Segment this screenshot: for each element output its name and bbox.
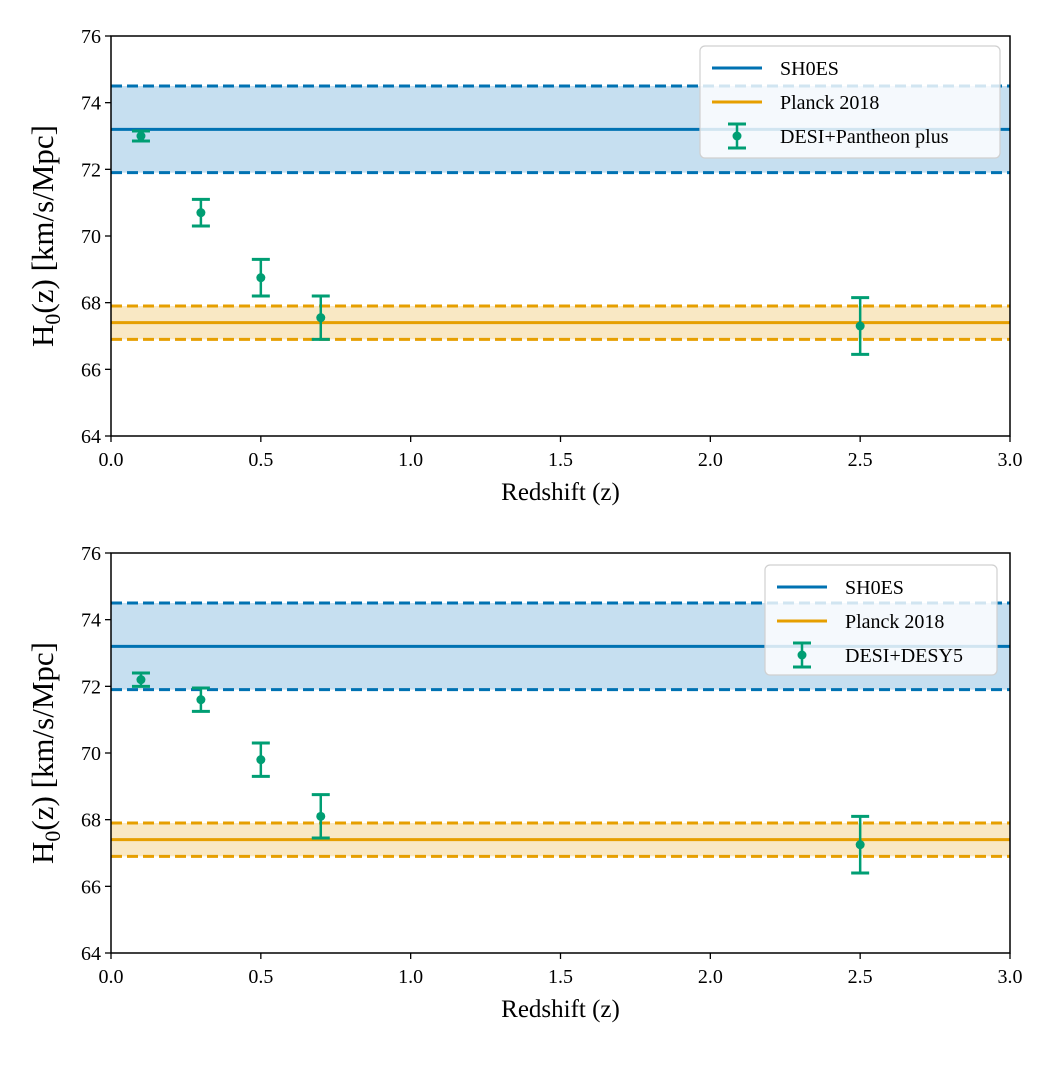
legend-frame <box>764 564 998 676</box>
legend-label: Planck 2018 <box>845 611 944 633</box>
data-point <box>311 294 330 341</box>
point-marker <box>316 313 326 323</box>
data-point <box>851 296 870 356</box>
x-axis-label: Redshift (z) <box>501 996 620 1023</box>
x-tick-label: 1.0 <box>398 966 423 988</box>
data-point <box>251 257 270 298</box>
legend-marker <box>797 650 807 660</box>
data-point <box>311 793 330 840</box>
point-marker <box>855 321 865 331</box>
y-tick-label: 68 <box>81 810 101 832</box>
y-tick-label: 72 <box>81 676 101 698</box>
legend-item-sh0es: SH0ES <box>712 58 839 80</box>
data-point <box>191 686 210 713</box>
x-tick-label: 0.5 <box>248 966 273 988</box>
legend-label: SH0ES <box>780 58 839 80</box>
y-tick-label: 74 <box>81 610 101 632</box>
x-axis: 0.0 0.5 1.0 1.5 2.0 2.5 3.0 Redshift (z) <box>99 953 1023 1023</box>
legend-item-data: DESI+Pantheon plus <box>728 122 949 150</box>
x-tick-label: 0.0 <box>99 966 124 988</box>
y-axis-label-sub: 0 <box>40 314 65 325</box>
x-tick-label: 2.0 <box>698 449 723 471</box>
legend-label: Planck 2018 <box>780 92 879 114</box>
y-axis-label-main: H <box>25 842 60 864</box>
chart-panel-1: 0.0 0.5 1.0 1.5 2.0 2.5 3.0 Redshift (z) 64 66 68 7… <box>25 26 1023 506</box>
point-marker <box>855 840 865 850</box>
legend-label: DESI+DESY5 <box>845 645 963 667</box>
x-tick-label: 3.0 <box>998 966 1023 988</box>
x-tick-label: 1.0 <box>398 449 423 471</box>
data-point <box>131 129 150 143</box>
y-tick-label: 72 <box>81 159 101 181</box>
y-tick-label: 64 <box>81 426 101 448</box>
y-tick-label: 70 <box>81 743 101 765</box>
point-marker <box>256 755 266 765</box>
y-tick-label: 68 <box>81 293 101 315</box>
data-point <box>251 741 270 778</box>
x-axis: 0.0 0.5 1.0 1.5 2.0 2.5 3.0 Redshift (z) <box>99 436 1023 506</box>
point-marker <box>316 811 326 821</box>
x-tick-label: 2.5 <box>848 966 873 988</box>
y-tick-label: 76 <box>81 26 101 48</box>
y-tick-label: 74 <box>81 93 101 115</box>
legend: SH0ES Planck 2018 DESI+Pantheon plus <box>699 45 1001 159</box>
y-axis-label: H0(z) [km/s/Mpc] <box>25 125 65 347</box>
legend-label: DESI+Pantheon plus <box>780 126 949 148</box>
y-axis-label-rest: (z) [km/s/Mpc] <box>25 642 60 831</box>
x-tick-label: 0.5 <box>248 449 273 471</box>
x-tick-label: 0.0 <box>99 449 124 471</box>
y-axis: 64 66 68 70 72 74 76 H0(z) [km/s/Mpc] <box>25 26 111 448</box>
legend-frame <box>699 45 1001 159</box>
y-axis-label-rest: (z) [km/s/Mpc] <box>25 125 60 314</box>
y-tick-label: 70 <box>81 226 101 248</box>
y-tick-label: 66 <box>81 359 101 381</box>
x-tick-label: 1.5 <box>548 449 573 471</box>
y-axis: 64 66 68 70 72 74 76 H0(z) [km/s/Mpc] <box>25 543 111 965</box>
legend-item-data: DESI+DESY5 <box>793 641 963 669</box>
x-tick-label: 1.5 <box>548 966 573 988</box>
point-marker <box>136 131 146 141</box>
x-axis-label: Redshift (z) <box>501 479 620 506</box>
point-marker <box>196 208 206 218</box>
legend-item-planck: Planck 2018 <box>777 611 944 633</box>
x-tick-label: 3.0 <box>998 449 1023 471</box>
legend-marker <box>732 131 742 141</box>
y-tick-label: 64 <box>81 943 101 965</box>
point-marker <box>256 273 266 283</box>
legend-item-sh0es: SH0ES <box>777 577 904 599</box>
y-tick-label: 76 <box>81 543 101 565</box>
y-tick-label: 66 <box>81 876 101 898</box>
y-axis-label: H0(z) [km/s/Mpc] <box>25 642 65 864</box>
legend: SH0ES Planck 2018 DESI+DESY5 <box>764 564 998 676</box>
data-point <box>851 814 870 875</box>
legend-label: SH0ES <box>845 577 904 599</box>
chart-panel-2: 0.0 0.5 1.0 1.5 2.0 2.5 3.0 Redshift (z) 64 66 68 7… <box>25 543 1023 1023</box>
y-axis-label-sub: 0 <box>40 831 65 842</box>
data-point <box>131 671 150 688</box>
data-point <box>191 197 210 228</box>
point-marker <box>196 695 206 705</box>
legend-item-planck: Planck 2018 <box>712 92 879 114</box>
x-tick-label: 2.5 <box>848 449 873 471</box>
y-axis-label-main: H <box>25 325 60 347</box>
point-marker <box>136 675 146 685</box>
x-tick-label: 2.0 <box>698 966 723 988</box>
